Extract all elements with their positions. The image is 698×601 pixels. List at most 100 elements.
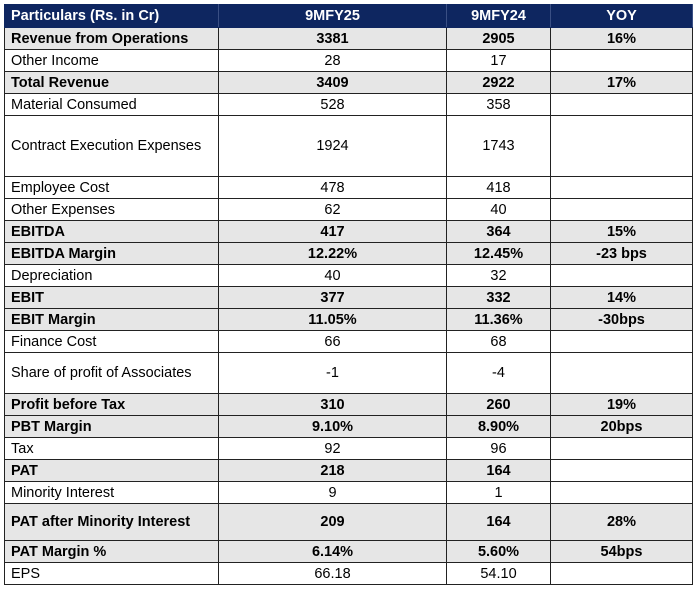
- value-9mfy25: 3409: [218, 71, 447, 94]
- row-label: Revenue from Operations: [4, 27, 219, 50]
- value-9mfy24: 8.90%: [446, 415, 551, 438]
- table-row: Tax 92 96: [4, 437, 693, 460]
- value-yoy: -23 bps: [550, 242, 693, 265]
- value-yoy: [550, 176, 693, 199]
- value-9mfy24: 164: [446, 459, 551, 482]
- value-9mfy24: 358: [446, 93, 551, 116]
- value-9mfy24: 12.45%: [446, 242, 551, 265]
- table-row: EBIT Margin 11.05% 11.36% -30bps: [4, 308, 693, 331]
- row-label: Share of profit of Associates: [4, 352, 219, 394]
- value-9mfy25: 310: [218, 393, 447, 416]
- table-row: Share of profit of Associates -1 -4: [4, 352, 693, 394]
- value-9mfy24: 364: [446, 220, 551, 243]
- value-9mfy25: 12.22%: [218, 242, 447, 265]
- value-9mfy24: 418: [446, 176, 551, 199]
- row-label: Contract Execution Expenses: [4, 115, 219, 177]
- value-9mfy24: 260: [446, 393, 551, 416]
- table-row: Other Expenses 62 40: [4, 198, 693, 221]
- value-9mfy25: 40: [218, 264, 447, 287]
- value-9mfy25: 66.18: [218, 562, 447, 585]
- value-9mfy24: 54.10: [446, 562, 551, 585]
- row-label: PBT Margin: [4, 415, 219, 438]
- value-yoy: [550, 93, 693, 116]
- value-9mfy24: 96: [446, 437, 551, 460]
- row-label: Profit before Tax: [4, 393, 219, 416]
- value-yoy: [550, 481, 693, 504]
- value-9mfy25: 218: [218, 459, 447, 482]
- row-label: Employee Cost: [4, 176, 219, 199]
- row-label: Depreciation: [4, 264, 219, 287]
- value-9mfy24: 164: [446, 503, 551, 541]
- value-yoy: [550, 437, 693, 460]
- value-yoy: 19%: [550, 393, 693, 416]
- row-label: Minority Interest: [4, 481, 219, 504]
- value-9mfy24: 1: [446, 481, 551, 504]
- row-label: Material Consumed: [4, 93, 219, 116]
- table-row: Depreciation 40 32: [4, 264, 693, 287]
- table-row: Employee Cost 478 418: [4, 176, 693, 199]
- table-row: EBITDA 417 364 15%: [4, 220, 693, 243]
- row-label: PAT: [4, 459, 219, 482]
- table-row: Profit before Tax 310 260 19%: [4, 393, 693, 416]
- row-label: PAT after Minority Interest: [4, 503, 219, 541]
- value-yoy: [550, 562, 693, 585]
- value-9mfy25: 66: [218, 330, 447, 353]
- value-yoy: [550, 49, 693, 72]
- value-9mfy25: 9: [218, 481, 447, 504]
- row-label: Other Income: [4, 49, 219, 72]
- table-row: EPS 66.18 54.10: [4, 562, 693, 585]
- value-9mfy24: 332: [446, 286, 551, 309]
- header-particulars: Particulars (Rs. in Cr): [4, 4, 219, 28]
- table-header-row: Particulars (Rs. in Cr) 9MFY25 9MFY24 YO…: [4, 4, 693, 28]
- value-9mfy24: 1743: [446, 115, 551, 177]
- value-yoy: 15%: [550, 220, 693, 243]
- row-label: EBIT Margin: [4, 308, 219, 331]
- value-9mfy24: 2922: [446, 71, 551, 94]
- table-row: Revenue from Operations 3381 2905 16%: [4, 27, 693, 50]
- table-row: PBT Margin 9.10% 8.90% 20bps: [4, 415, 693, 438]
- value-9mfy25: 28: [218, 49, 447, 72]
- value-9mfy24: 11.36%: [446, 308, 551, 331]
- value-yoy: 16%: [550, 27, 693, 50]
- value-9mfy25: 11.05%: [218, 308, 447, 331]
- row-label: EBITDA: [4, 220, 219, 243]
- value-yoy: 14%: [550, 286, 693, 309]
- value-yoy: -30bps: [550, 308, 693, 331]
- header-9mfy24: 9MFY24: [446, 4, 551, 28]
- table-row: Finance Cost 66 68: [4, 330, 693, 353]
- row-label: Tax: [4, 437, 219, 460]
- value-yoy: [550, 330, 693, 353]
- value-9mfy24: 32: [446, 264, 551, 287]
- row-label: Finance Cost: [4, 330, 219, 353]
- table-row: Contract Execution Expenses 1924 1743: [4, 115, 693, 177]
- value-9mfy24: 2905: [446, 27, 551, 50]
- value-9mfy25: 6.14%: [218, 540, 447, 563]
- value-9mfy24: -4: [446, 352, 551, 394]
- value-9mfy24: 17: [446, 49, 551, 72]
- table-row: PAT after Minority Interest 209 164 28%: [4, 503, 693, 541]
- table-row: EBITDA Margin 12.22% 12.45% -23 bps: [4, 242, 693, 265]
- header-yoy: YOY: [550, 4, 693, 28]
- value-9mfy24: 68: [446, 330, 551, 353]
- value-9mfy24: 40: [446, 198, 551, 221]
- value-9mfy25: 62: [218, 198, 447, 221]
- value-9mfy25: 3381: [218, 27, 447, 50]
- value-yoy: [550, 264, 693, 287]
- value-9mfy25: 209: [218, 503, 447, 541]
- table-row: PAT 218 164: [4, 459, 693, 482]
- table-row: Other Income 28 17: [4, 49, 693, 72]
- row-label: EBIT: [4, 286, 219, 309]
- value-9mfy25: 9.10%: [218, 415, 447, 438]
- table-row: EBIT 377 332 14%: [4, 286, 693, 309]
- row-label: EBITDA Margin: [4, 242, 219, 265]
- value-9mfy25: -1: [218, 352, 447, 394]
- value-yoy: [550, 115, 693, 177]
- value-9mfy25: 1924: [218, 115, 447, 177]
- header-9mfy25: 9MFY25: [218, 4, 447, 28]
- value-yoy: [550, 198, 693, 221]
- row-label: Total Revenue: [4, 71, 219, 94]
- value-9mfy25: 528: [218, 93, 447, 116]
- value-yoy: 20bps: [550, 415, 693, 438]
- table-row: PAT Margin % 6.14% 5.60% 54bps: [4, 540, 693, 563]
- value-yoy: 28%: [550, 503, 693, 541]
